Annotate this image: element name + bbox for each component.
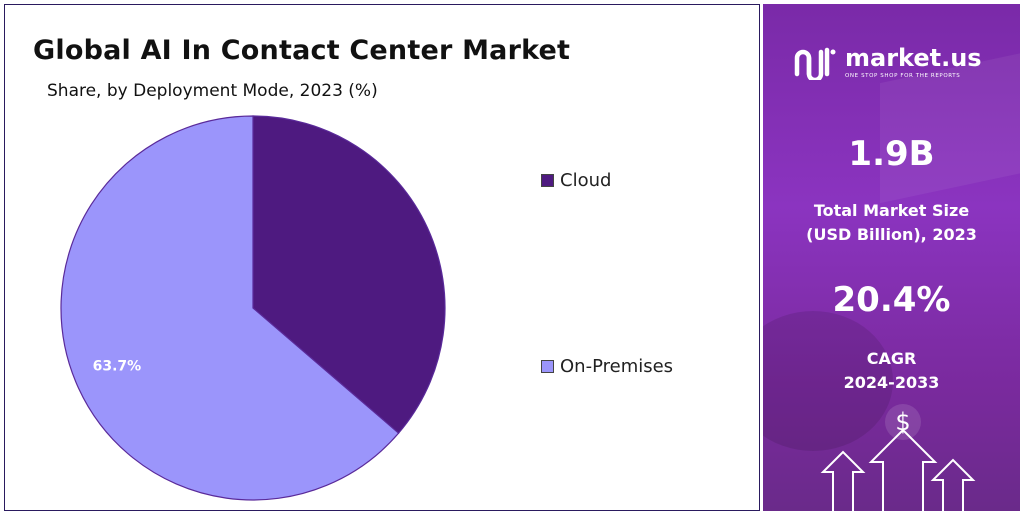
market-us-logo-icon bbox=[794, 47, 836, 80]
legend-swatch-on-premises bbox=[541, 360, 554, 373]
market-size-value: 1.9B bbox=[848, 134, 935, 174]
brand-name: market.us bbox=[845, 43, 982, 72]
pie-chart: 63.7% bbox=[60, 115, 446, 501]
chart-subtitle: Share, by Deployment Mode, 2023 (%) bbox=[47, 81, 378, 101]
legend-swatch-cloud bbox=[541, 174, 554, 187]
legend-label-on-premises: On-Premises bbox=[560, 356, 674, 377]
cagr-period: 2024-2033 bbox=[843, 373, 940, 392]
growth-arrows-icon: $ bbox=[820, 404, 976, 511]
market-size-label-2: (USD Billion), 2023 bbox=[806, 225, 977, 244]
pie-label-on-premises: 63.7% bbox=[93, 358, 142, 374]
cagr-label: CAGR bbox=[866, 349, 917, 368]
market-size-label-1: Total Market Size bbox=[813, 201, 970, 220]
summary-panel: market.us ONE STOP SHOP FOR THE REPORTS … bbox=[763, 4, 1020, 511]
legend-item-on-premises: On-Premises bbox=[541, 356, 673, 377]
legend-label-cloud: Cloud bbox=[560, 170, 612, 191]
chart-title: Global AI In Contact Center Market bbox=[33, 35, 571, 66]
pie-slice-cloud bbox=[252, 115, 446, 434]
brand-tagline: ONE STOP SHOP FOR THE REPORTS bbox=[845, 72, 961, 79]
brand-logo: market.us ONE STOP SHOP FOR THE REPORTS bbox=[793, 44, 982, 80]
chart-panel: Global AI In Contact Center Market Share… bbox=[4, 4, 760, 511]
pie-slice-on-premises bbox=[60, 115, 400, 501]
cagr-value: 20.4% bbox=[832, 280, 951, 320]
legend-item-cloud: Cloud bbox=[541, 170, 611, 191]
dollar-icon: $ bbox=[895, 408, 910, 436]
